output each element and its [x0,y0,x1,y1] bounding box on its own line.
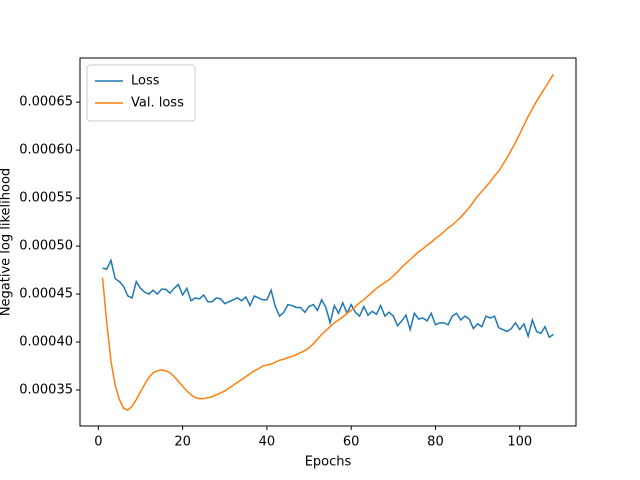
x-tick-label: 80 [427,435,444,450]
y-tick-label: 0.00050 [19,239,73,254]
x-tick-label: 40 [259,435,276,450]
y-tick-label: 0.00060 [19,143,73,158]
x-tick-label: 20 [174,435,191,450]
y-axis-label: Negative log likelihood [0,168,14,316]
y-tick-label: 0.00035 [19,383,73,398]
plot-frame [79,57,577,427]
x-tick-label: 0 [94,435,102,450]
y-tick-label: 0.00065 [19,95,73,110]
x-axis-label: Epochs [305,455,352,470]
series-line [102,258,554,339]
y-tick-label: 0.00040 [19,335,73,350]
legend-box [86,64,196,122]
series-line [101,73,555,412]
legend-label: Loss [131,74,160,89]
x-tick-label: 100 [507,435,532,450]
y-tick-label: 0.00045 [19,287,73,302]
x-tick-label: 60 [343,435,360,450]
y-tick-label: 0.00055 [19,191,73,206]
legend-label: Val. loss [131,96,184,111]
